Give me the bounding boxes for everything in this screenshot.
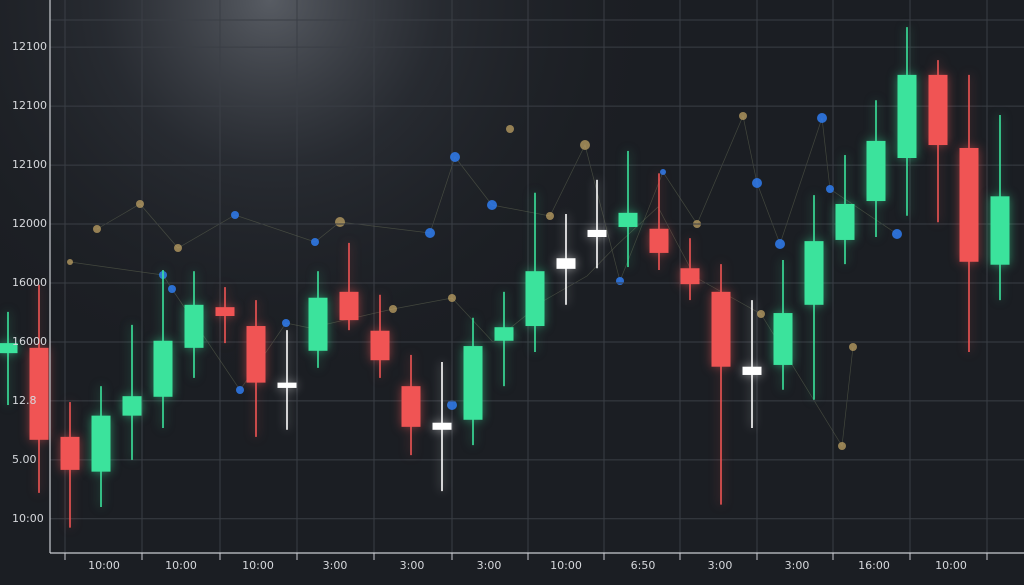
x-tick-label: 10:00: [550, 559, 582, 572]
candle-body: [29, 347, 49, 440]
y-tick-label: 5.00: [12, 453, 37, 466]
candle-body: [246, 326, 266, 383]
candle: [959, 74, 979, 352]
candle-body: [928, 74, 948, 146]
candle-body: [773, 313, 793, 365]
x-tick-label: 16:00: [858, 559, 890, 572]
y-tick-label: 16000: [12, 335, 47, 348]
candle: [432, 361, 452, 492]
candle-body: [339, 291, 359, 321]
x-tick-label: 3:00: [477, 559, 502, 572]
candle-body: [618, 212, 638, 227]
candle: [0, 311, 18, 406]
candle: [153, 270, 173, 429]
y-tick-label: 12100: [12, 99, 47, 112]
candle: [246, 300, 266, 437]
candle: [618, 150, 638, 268]
y-tick-label: 10:00: [12, 512, 44, 525]
candle-body: [742, 366, 762, 375]
candle: [91, 386, 111, 508]
x-tick-label: 6:50: [631, 559, 656, 572]
x-tick-label: 10:00: [242, 559, 274, 572]
x-tick-label: 10:00: [165, 559, 197, 572]
candle: [990, 114, 1010, 301]
candle: [184, 271, 204, 378]
candle: [897, 27, 917, 216]
candle: [308, 271, 328, 368]
candle: [401, 354, 421, 456]
y-tick-label: 12100: [12, 158, 47, 171]
candle-body: [711, 291, 731, 367]
candle: [339, 242, 359, 331]
candle: [494, 291, 514, 387]
candle-body: [153, 340, 173, 397]
x-tick-label: 10:00: [935, 559, 967, 572]
candle: [773, 259, 793, 390]
candle-body: [866, 140, 886, 202]
candle: [928, 60, 948, 223]
candle: [680, 238, 700, 301]
candle: [29, 284, 49, 493]
candle: [370, 294, 390, 378]
candle: [556, 214, 576, 305]
candle: [277, 330, 297, 430]
candle-body: [556, 258, 576, 269]
candle-body: [370, 330, 390, 361]
candle-body: [184, 304, 204, 348]
candle-body: [91, 415, 111, 472]
candle-body: [990, 196, 1010, 265]
candle-body: [215, 307, 235, 316]
candle-body: [277, 382, 297, 388]
candle-body: [60, 436, 80, 470]
y-tick-label: 16000: [12, 276, 47, 289]
candle: [711, 264, 731, 505]
candle-body: [463, 346, 483, 420]
candle: [525, 192, 545, 352]
y-tick-label: 12100: [12, 40, 47, 53]
x-tick-label: 3:00: [785, 559, 810, 572]
candle: [835, 155, 855, 265]
candle: [60, 402, 80, 528]
candle: [587, 179, 607, 269]
x-tick-label: 3:00: [708, 559, 733, 572]
x-tick-label: 3:00: [323, 559, 348, 572]
candle-body: [835, 203, 855, 240]
candle: [804, 195, 824, 400]
candle-body: [432, 422, 452, 430]
candle-body: [587, 229, 607, 237]
candle: [649, 173, 669, 271]
candle-body: [308, 297, 328, 351]
candle-body: [649, 228, 669, 253]
candle: [215, 287, 235, 344]
candle-body: [804, 241, 824, 305]
x-tick-label: 3:00: [400, 559, 425, 572]
vertical-grid: [50, 0, 1024, 553]
candle-body: [122, 396, 142, 416]
candle: [742, 300, 762, 429]
candle-body: [897, 74, 917, 158]
candle-body: [525, 271, 545, 327]
candle: [463, 317, 483, 446]
x-tick-label: 10:00: [88, 559, 120, 572]
candle-body: [959, 147, 979, 262]
candle-body: [680, 268, 700, 285]
y-tick-label: 12.8: [12, 394, 37, 407]
candle-body: [401, 386, 421, 427]
plot-area: [0, 27, 1024, 528]
candle: [866, 100, 886, 237]
candle-body: [0, 343, 18, 354]
candle-body: [494, 327, 514, 341]
y-tick-label: 12000: [12, 217, 47, 230]
candle: [122, 324, 142, 460]
